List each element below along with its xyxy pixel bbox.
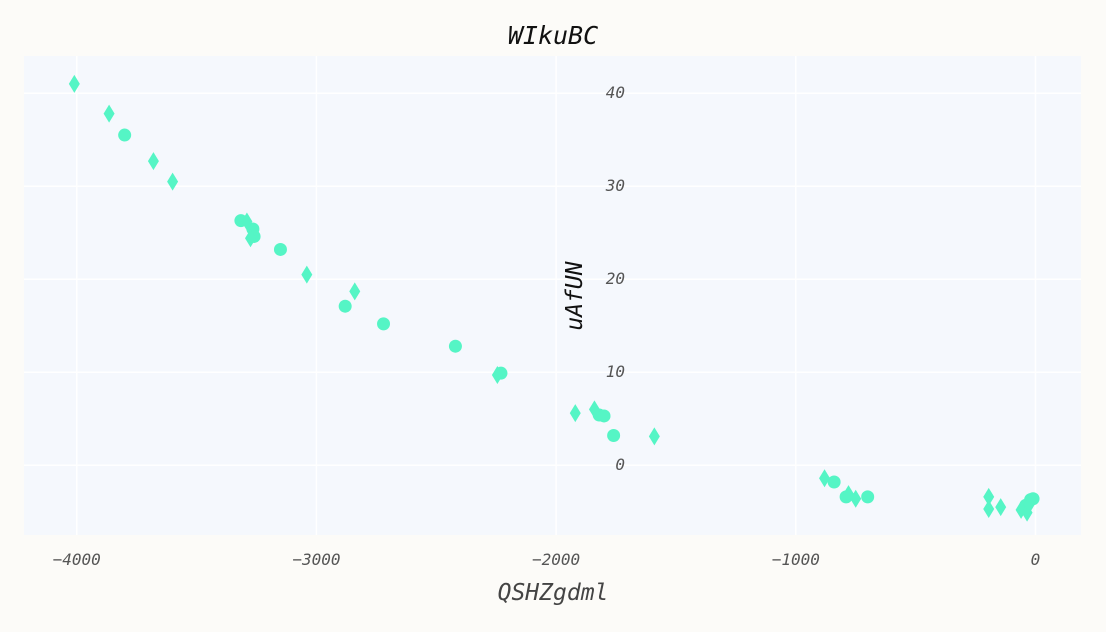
x-tick-label: 0 [1031,550,1041,569]
data-point-diamond [648,427,660,446]
data-point-circle [338,299,352,313]
data-point-circle [448,339,462,353]
chart-title: WIkuBC [508,21,598,50]
data-point-diamond [850,489,862,508]
data-point-circle [597,409,611,423]
gridlines [24,56,1081,535]
data-point-circle [273,242,287,256]
y-tick-label: 30 [605,176,625,195]
data-point-diamond [68,74,80,93]
y-tick-label: 40 [606,83,625,102]
data-point-circle [607,428,621,442]
tick-labels: −4000 −3000 −2000 −1000 0 0 10 20 30 40 [53,83,1041,569]
data-point-diamond [167,172,179,191]
x-tick-label: −4000 [53,550,101,569]
data-point-circle [827,475,841,489]
data-points [68,74,1040,522]
plot-area [24,56,1081,535]
data-point-circle [861,490,875,504]
data-point-diamond [491,366,503,385]
data-point-diamond [147,152,159,171]
x-axis-label: QSHZgdml [498,580,609,606]
data-point-diamond [103,104,115,123]
data-point-diamond [349,282,361,301]
y-tick-label: 0 [615,455,625,474]
data-point-diamond [241,212,253,231]
x-tick-label: −2000 [532,550,580,569]
data-point-diamond [1023,495,1035,514]
y-tick-label: 20 [606,269,625,288]
y-tick-label: 10 [606,362,625,381]
x-tick-label: −3000 [292,550,340,569]
data-point-diamond [301,265,313,284]
data-point-circle [377,317,391,331]
data-point-circle [118,128,132,142]
data-point-diamond [983,487,995,506]
data-point-diamond [588,400,600,419]
data-point-diamond [983,499,995,518]
data-point-diamond [819,469,831,488]
x-tick-label: −1000 [772,550,820,569]
data-point-diamond [995,498,1007,517]
data-point-diamond [245,229,256,248]
y-axis-label: uAfUN [562,261,588,330]
data-point-diamond [569,404,581,423]
